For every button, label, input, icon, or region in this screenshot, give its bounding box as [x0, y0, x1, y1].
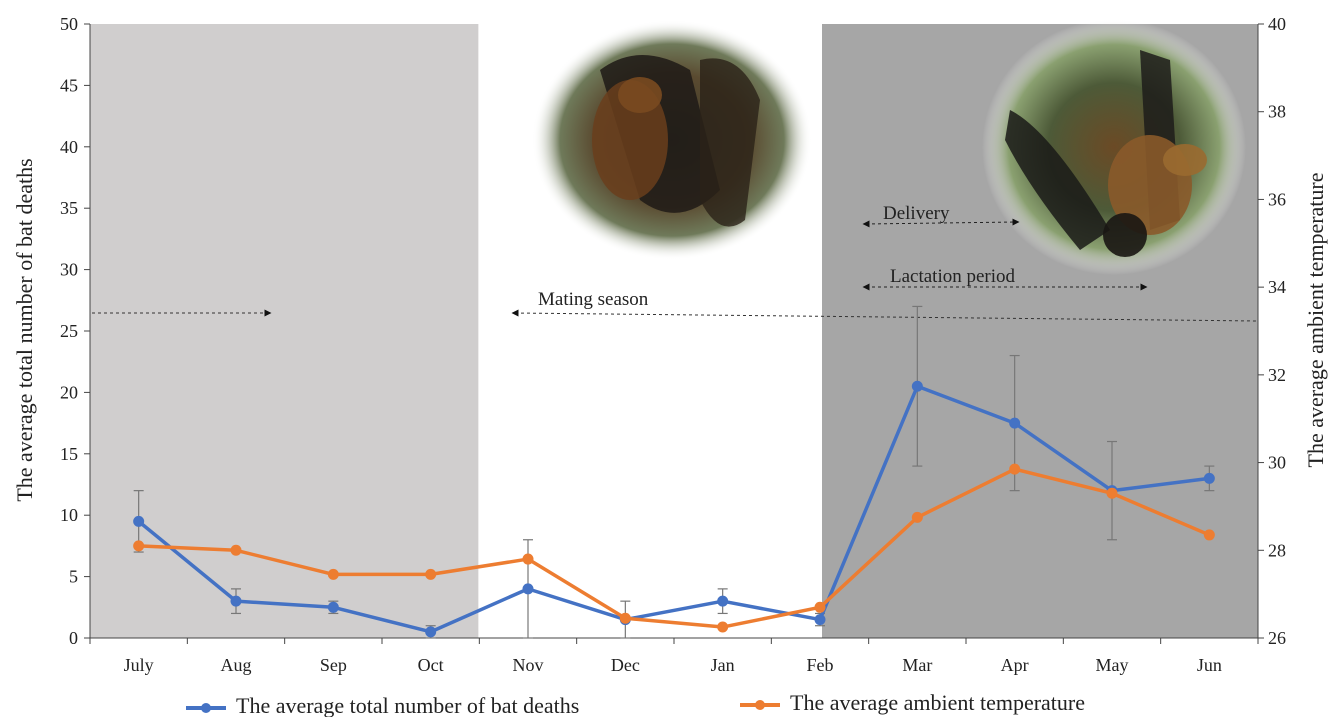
data-point: [133, 515, 145, 527]
y-tick-label: 25: [60, 321, 78, 341]
y-tick-label: 15: [60, 444, 78, 464]
data-point: [717, 595, 729, 607]
delivery-label: Delivery: [883, 203, 950, 224]
mating-season-label: Mating season: [538, 289, 649, 310]
y2-tick-label: 26: [1268, 628, 1286, 648]
x-tick-label: Dec: [611, 655, 640, 675]
data-point: [814, 601, 826, 613]
data-point: [133, 540, 145, 552]
delivery-arrow: [862, 218, 1020, 228]
data-point: [1106, 487, 1118, 499]
data-point: [717, 621, 729, 633]
y-tick-label: 5: [69, 567, 78, 587]
data-point: [911, 511, 923, 523]
y2-tick-label: 34: [1268, 277, 1286, 297]
data-point: [230, 544, 242, 556]
x-tick-label: Feb: [807, 655, 834, 675]
data-point: [1009, 463, 1021, 475]
legend-label-deaths: The average total number of bat deaths: [236, 693, 579, 717]
y-tick-label: 40: [60, 137, 78, 157]
legend-marker-temperature: [755, 700, 765, 710]
y-tick-label: 35: [60, 198, 78, 218]
y2-axis-label: The average ambient temperature: [1303, 172, 1328, 467]
data-point: [425, 568, 437, 580]
x-tick-label: Nov: [513, 655, 544, 675]
x-tick-label: May: [1096, 655, 1129, 675]
y2-tick-label: 32: [1268, 365, 1286, 385]
series-line: [137, 384, 1210, 634]
y-tick-label: 20: [60, 382, 78, 402]
bat-photo-mother-pup: [982, 19, 1246, 275]
y2-tick-label: 40: [1268, 14, 1286, 34]
y2-tick-label: 36: [1268, 189, 1286, 209]
data-point: [522, 553, 534, 565]
y-tick-label: 50: [60, 14, 78, 34]
x-tick-label: Oct: [418, 655, 444, 675]
data-point: [230, 595, 242, 607]
y2-tick-label: 28: [1268, 540, 1286, 560]
data-point: [425, 626, 437, 638]
y-axis-label: The average total number of bat deaths: [12, 158, 37, 501]
x-tick-label: Apr: [1001, 655, 1029, 675]
data-point: [327, 568, 339, 580]
y-tick-label: 0: [69, 628, 78, 648]
axes: 0 5 10 15 20 25 30 35 40 45 50 26 28 30 32 34 36 38 40 July…: [60, 14, 1286, 675]
data-point: [911, 380, 923, 392]
y-tick-label: 30: [60, 260, 78, 280]
y-tick-label: 10: [60, 505, 78, 525]
data-point: [522, 583, 534, 595]
x-tick-label: Mar: [902, 655, 932, 675]
legend-label-temperature: The average ambient temperature: [790, 690, 1085, 715]
series-temperature: [133, 463, 1215, 633]
lactation-period-label: Lactation period: [890, 266, 1016, 287]
mating-season-arrow-right: [511, 309, 1259, 322]
x-tick-label: July: [124, 655, 154, 675]
annotations: Mating season Delivery Lactation period: [92, 203, 1259, 322]
data-point: [814, 614, 826, 626]
y2-tick-label: 30: [1268, 453, 1286, 473]
bat-photo-mating: [532, 20, 812, 260]
data-point: [1203, 472, 1215, 484]
data-point: [1203, 529, 1215, 541]
x-tick-label: Jan: [711, 655, 735, 675]
legend-item-temperature: The average ambient temperature: [740, 690, 1085, 715]
legend: The average total number of bat deaths T…: [186, 690, 1085, 717]
legend-item-deaths: The average total number of bat deaths: [186, 693, 579, 717]
y-tick-label: 45: [60, 75, 78, 95]
data-point: [1009, 417, 1021, 429]
y2-tick-label: 38: [1268, 102, 1286, 122]
x-tick-label: Aug: [221, 655, 252, 675]
series: [133, 305, 1215, 639]
series-line: [138, 467, 1211, 629]
data-point: [619, 612, 631, 624]
data-point: [327, 601, 339, 613]
x-tick-label: Jun: [1197, 655, 1222, 675]
x-tick-label: Sep: [320, 655, 347, 675]
legend-marker-deaths: [201, 703, 211, 713]
